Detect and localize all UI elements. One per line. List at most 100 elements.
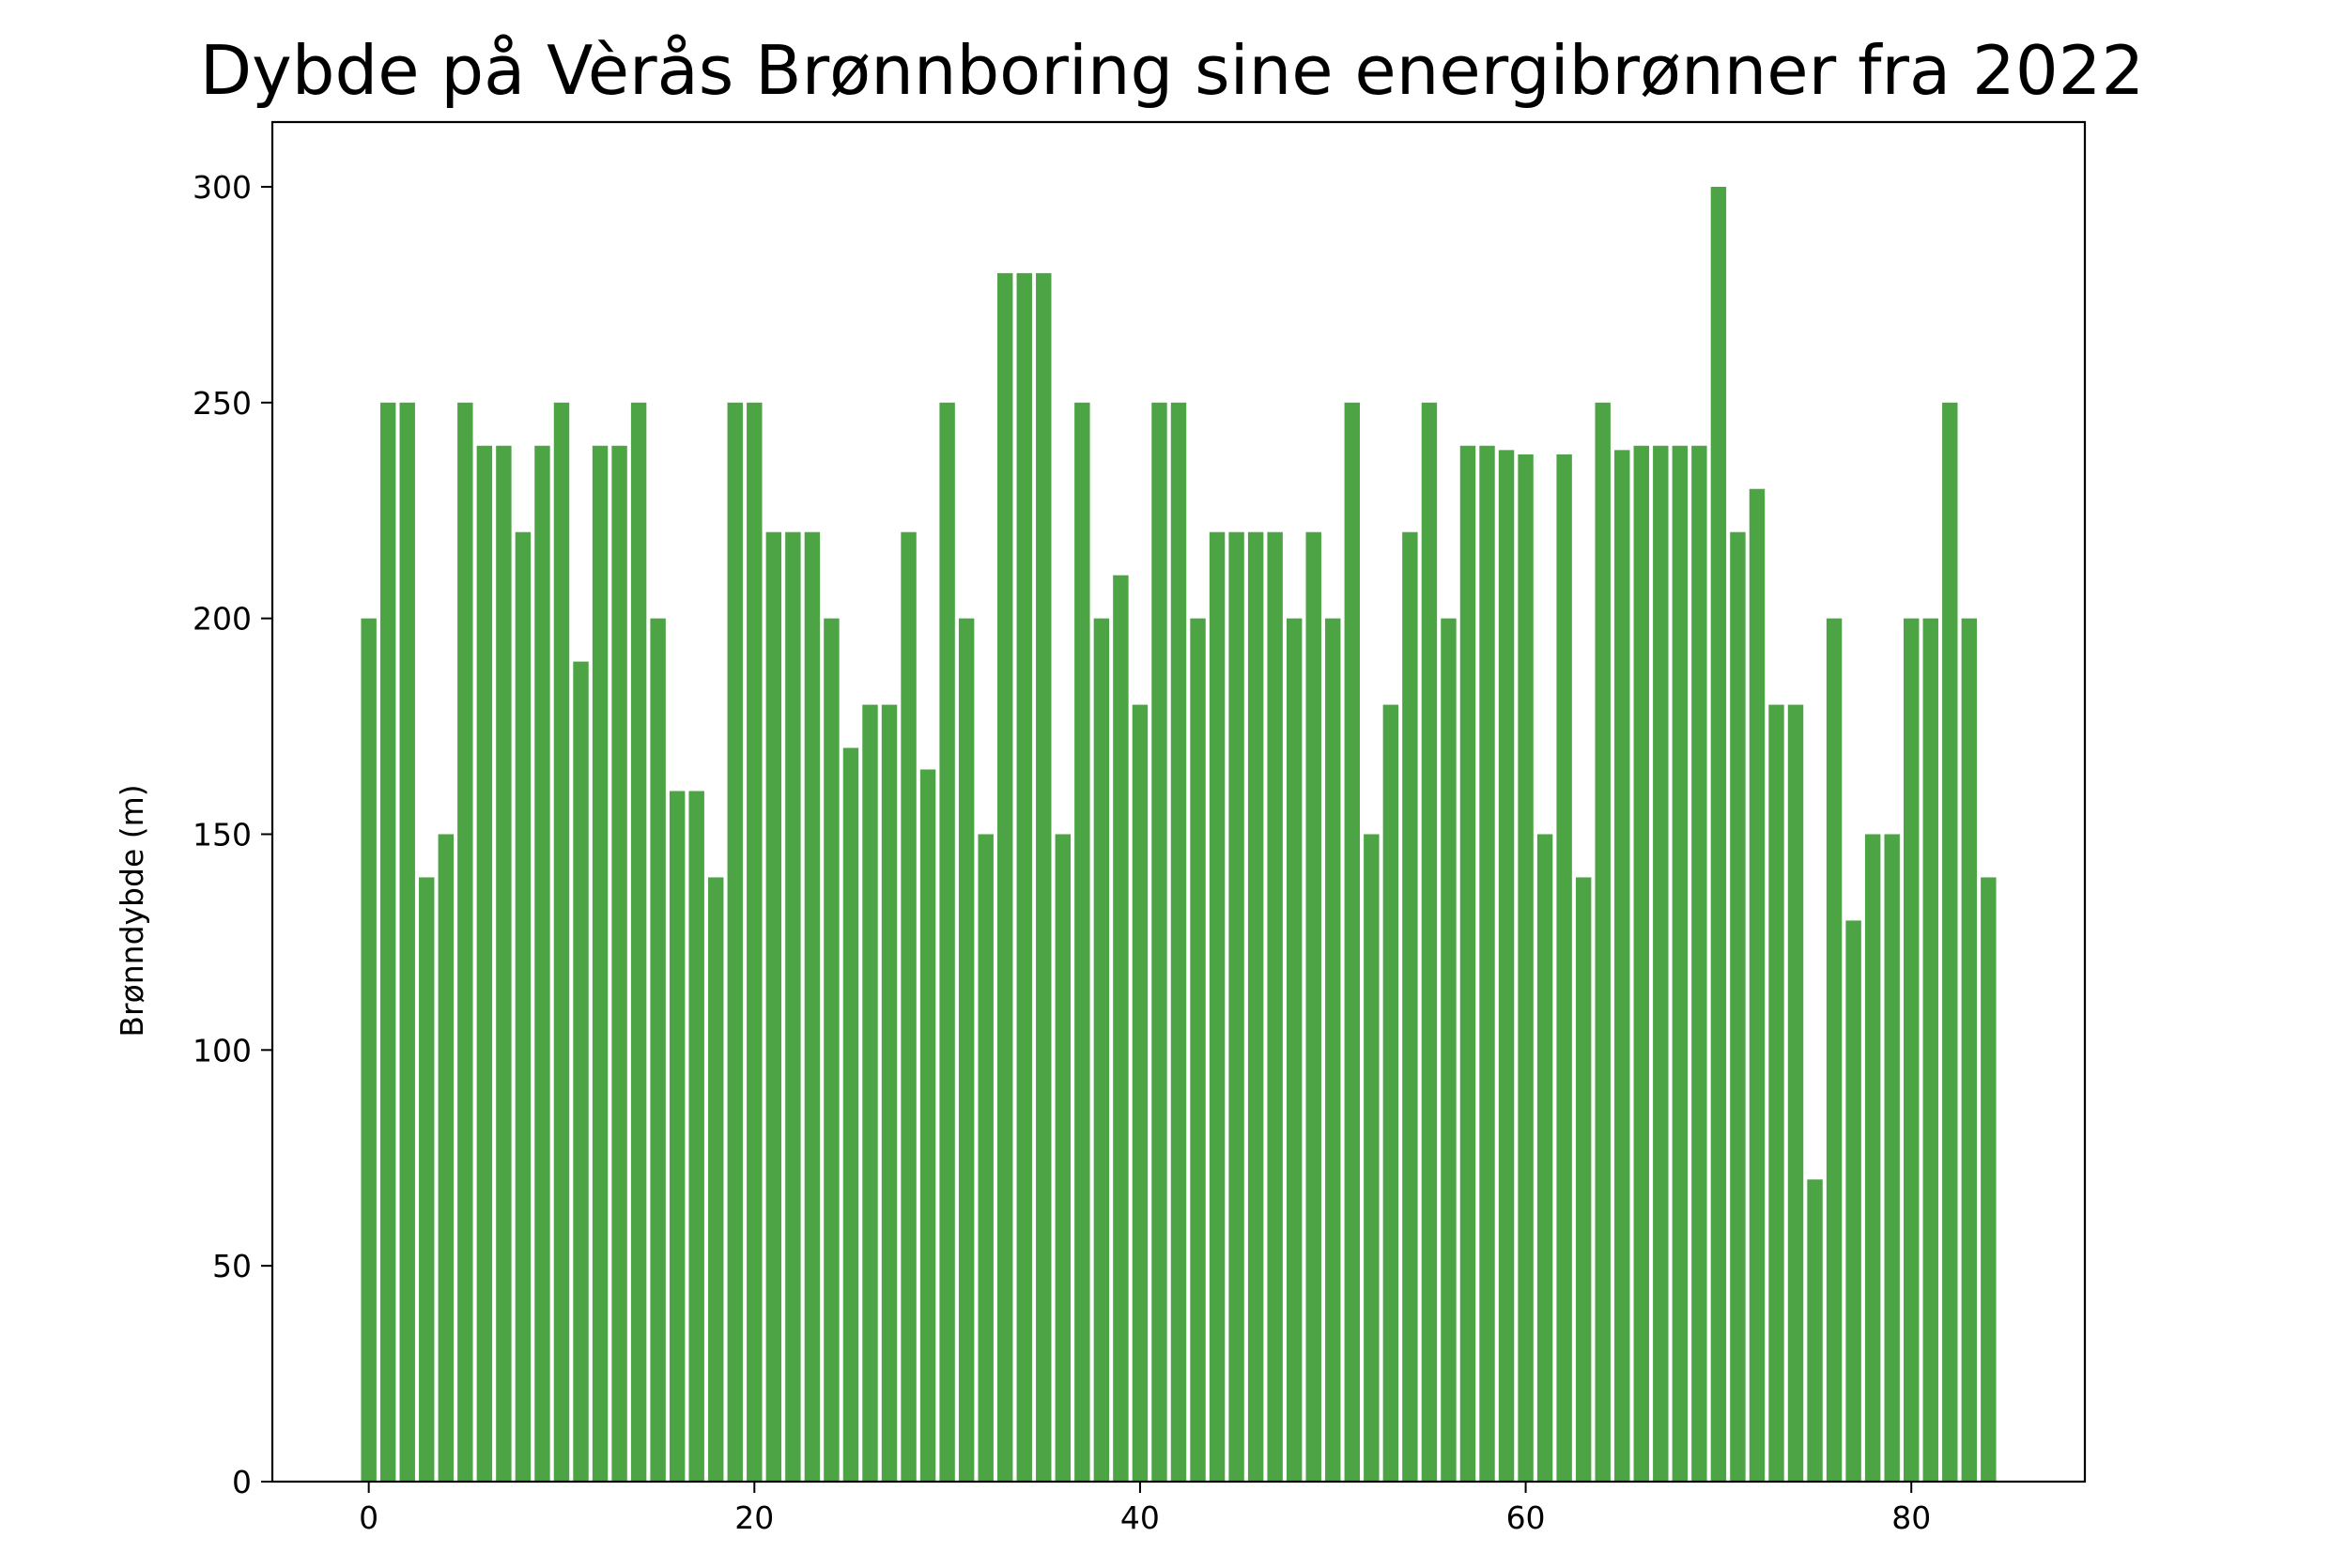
bar-18 <box>708 877 724 1482</box>
bar-50 <box>1325 618 1341 1482</box>
bar-62 <box>1556 453 1572 1482</box>
bar-53 <box>1382 704 1399 1482</box>
bar-24 <box>824 618 840 1482</box>
bar-72 <box>1749 488 1766 1482</box>
bar-29 <box>919 769 936 1482</box>
bar-61 <box>1536 834 1553 1482</box>
bar-37 <box>1074 402 1090 1482</box>
bar-4 <box>438 834 454 1482</box>
bar-48 <box>1286 618 1303 1482</box>
bar-15 <box>650 618 666 1482</box>
bar-44 <box>1209 531 1226 1482</box>
bar-6 <box>476 445 493 1482</box>
x-tick-label: 20 <box>734 1499 774 1536</box>
bar-66 <box>1633 445 1649 1482</box>
bar-51 <box>1344 402 1360 1482</box>
bar-43 <box>1190 618 1206 1482</box>
bar-2 <box>399 402 415 1482</box>
bar-60 <box>1518 453 1534 1482</box>
bar-3 <box>419 877 435 1482</box>
y-tick-label: 100 <box>193 1032 252 1068</box>
bar-30 <box>939 402 955 1482</box>
y-tick-label: 250 <box>193 385 252 422</box>
bar-52 <box>1364 834 1380 1482</box>
bar-76 <box>1826 618 1843 1482</box>
x-tick-label: 60 <box>1506 1499 1546 1536</box>
bar-34 <box>1016 272 1032 1482</box>
plot-frame <box>270 120 2087 1483</box>
bar-63 <box>1575 877 1592 1482</box>
bar-79 <box>1884 834 1900 1482</box>
bar-40 <box>1132 704 1149 1482</box>
bar-71 <box>1730 531 1746 1482</box>
bar-12 <box>592 445 609 1482</box>
bar-17 <box>688 791 704 1482</box>
bar-67 <box>1653 445 1669 1482</box>
bar-7 <box>496 445 512 1482</box>
x-ticks-group: 0 20 40 60 80 <box>359 1482 1931 1536</box>
bar-45 <box>1228 531 1244 1482</box>
bar-35 <box>1036 272 1052 1482</box>
x-tick-label: 0 <box>359 1499 378 1536</box>
bar-16 <box>669 791 686 1482</box>
y-ticks-group: 0 50 100 150 200 250 300 <box>193 169 272 1500</box>
bar-77 <box>1845 920 1861 1482</box>
bar-56 <box>1441 618 1457 1482</box>
bar-21 <box>765 531 782 1482</box>
bar-49 <box>1305 531 1321 1482</box>
y-axis-label: Brønndybde (m) <box>114 784 150 1037</box>
bar-33 <box>997 272 1013 1482</box>
bar-78 <box>1864 834 1881 1482</box>
bar-25 <box>842 747 859 1482</box>
bar-69 <box>1691 445 1707 1482</box>
bar-26 <box>862 704 878 1482</box>
bar-23 <box>804 531 821 1482</box>
bar-32 <box>978 834 994 1482</box>
bar-39 <box>1113 575 1129 1482</box>
bar-46 <box>1247 531 1264 1482</box>
bar-70 <box>1710 186 1727 1482</box>
bar-64 <box>1595 402 1611 1482</box>
bar-82 <box>1942 402 1958 1482</box>
bar-31 <box>958 618 975 1482</box>
bar-28 <box>901 531 917 1482</box>
bar-57 <box>1459 445 1476 1482</box>
bar-47 <box>1267 531 1283 1482</box>
bar-9 <box>534 445 550 1482</box>
bar-10 <box>553 402 570 1482</box>
bar-1 <box>379 402 396 1482</box>
bar-68 <box>1672 445 1689 1482</box>
bar-22 <box>785 531 801 1482</box>
y-tick-label: 0 <box>232 1464 252 1500</box>
bar-14 <box>630 402 647 1482</box>
bar-11 <box>573 661 589 1482</box>
bar-59 <box>1498 450 1515 1482</box>
bar-81 <box>1922 618 1938 1482</box>
x-tick-label: 80 <box>1891 1499 1931 1536</box>
bar-13 <box>611 445 627 1482</box>
bar-74 <box>1787 704 1804 1482</box>
bar-73 <box>1768 704 1784 1482</box>
bars-group <box>361 186 1997 1482</box>
x-tick-label: 40 <box>1120 1499 1160 1536</box>
y-tick-label: 200 <box>193 601 252 638</box>
bar-8 <box>515 531 532 1482</box>
bar-58 <box>1479 445 1495 1482</box>
bar-5 <box>457 402 473 1482</box>
y-tick-label: 150 <box>193 816 252 853</box>
bar-19 <box>727 402 743 1482</box>
bar-84 <box>1981 877 1997 1482</box>
bar-0 <box>361 618 377 1482</box>
bar-27 <box>881 704 898 1482</box>
bar-55 <box>1421 402 1438 1482</box>
bar-42 <box>1170 402 1187 1482</box>
bar-41 <box>1151 402 1167 1482</box>
bar-65 <box>1614 450 1630 1482</box>
bar-20 <box>747 402 763 1482</box>
bar-83 <box>1961 618 1978 1482</box>
bar-36 <box>1055 834 1072 1482</box>
bar-38 <box>1093 618 1110 1482</box>
bar-54 <box>1402 531 1418 1482</box>
bar-75 <box>1807 1179 1823 1482</box>
